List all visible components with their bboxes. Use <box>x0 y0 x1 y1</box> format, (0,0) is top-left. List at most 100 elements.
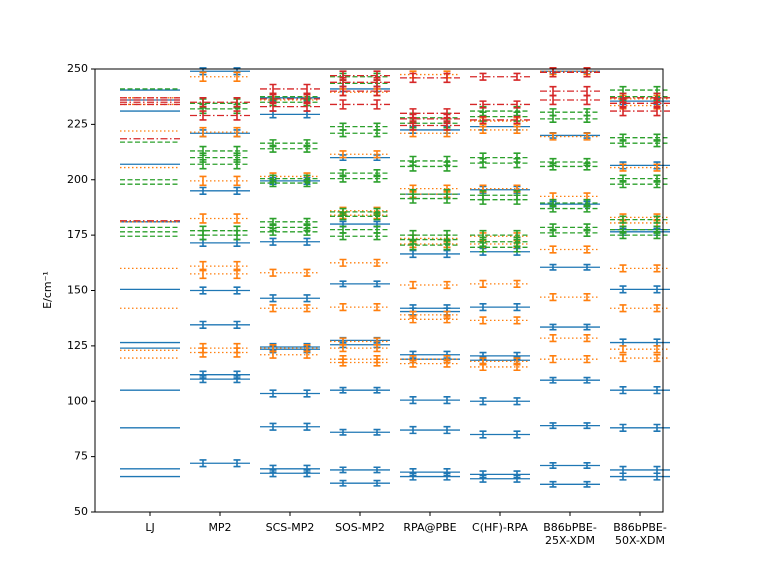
error-bar <box>549 462 557 469</box>
error-bar <box>303 139 311 148</box>
error-bar <box>549 192 557 201</box>
error-bar <box>583 462 591 469</box>
error-bar <box>443 310 451 319</box>
error-bar <box>339 355 347 364</box>
error-bar <box>479 152 487 163</box>
error-bar <box>269 237 277 246</box>
error-bar <box>269 464 277 473</box>
error-bar <box>479 470 487 479</box>
error-bar <box>549 376 557 384</box>
error-bar <box>373 122 381 131</box>
error-bar <box>303 389 311 398</box>
error-bar <box>199 145 207 157</box>
error-bar <box>443 108 451 119</box>
error-bar <box>303 294 311 303</box>
error-bar <box>513 279 521 288</box>
error-bar <box>269 83 277 95</box>
error-bar <box>549 157 557 167</box>
error-bar <box>583 245 591 254</box>
error-bar <box>339 280 347 288</box>
y-tick-label: 225 <box>67 117 88 130</box>
error-bar <box>409 280 417 290</box>
error-bar <box>513 100 521 109</box>
error-bar <box>653 353 661 363</box>
error-bar <box>409 188 417 200</box>
error-bar <box>409 425 417 435</box>
error-bar <box>233 145 241 157</box>
y-tick-label: 75 <box>74 450 88 463</box>
error-bar <box>619 386 627 395</box>
error-bar <box>373 150 381 159</box>
error-bar <box>199 286 207 295</box>
error-bar <box>339 428 347 436</box>
error-bar <box>583 223 591 232</box>
error-bar <box>269 389 277 398</box>
error-bar <box>233 110 241 121</box>
error-bar <box>619 353 627 363</box>
error-bar <box>373 70 381 81</box>
error-bar <box>233 96 241 108</box>
error-bar <box>303 464 311 473</box>
error-bar <box>513 302 521 312</box>
error-bar <box>653 133 661 142</box>
error-bar <box>479 115 487 125</box>
error-bar <box>653 215 661 224</box>
error-bar <box>373 337 381 346</box>
error-bar <box>233 175 241 187</box>
error-bar <box>269 268 277 277</box>
error-bar <box>619 423 627 432</box>
error-bar <box>199 320 207 329</box>
error-bar <box>583 480 591 488</box>
y-tick-label: 250 <box>67 62 88 75</box>
error-bar <box>549 293 557 302</box>
plot-frame <box>94 68 664 513</box>
error-bar <box>619 174 627 183</box>
error-bar <box>479 72 487 81</box>
error-bar <box>619 345 627 354</box>
error-bar <box>233 342 241 354</box>
x-tick-label: B86bPBE- 25X-XDM <box>543 521 597 547</box>
error-bar <box>583 376 591 384</box>
error-bar <box>233 286 241 295</box>
error-bar <box>409 310 417 319</box>
error-bar <box>513 115 521 125</box>
error-bar <box>199 260 207 272</box>
error-bar <box>373 99 381 110</box>
error-bar <box>619 304 627 313</box>
y-tick-label: 50 <box>74 505 88 518</box>
error-bar <box>619 92 627 104</box>
error-bar <box>269 304 277 313</box>
error-bar <box>549 85 557 97</box>
error-bar <box>303 174 311 183</box>
error-bar <box>339 386 347 394</box>
error-bar <box>513 357 521 366</box>
error-bar <box>269 174 277 183</box>
error-bar <box>513 152 521 163</box>
y-tick-label: 100 <box>67 394 88 407</box>
error-bar <box>443 468 451 477</box>
error-bar <box>653 345 661 354</box>
y-axis-label: E/cm⁻¹ <box>41 271 54 309</box>
error-bar <box>339 479 347 487</box>
error-bar <box>653 163 661 172</box>
error-bar <box>583 293 591 302</box>
error-bar <box>339 337 347 346</box>
error-bar <box>199 186 207 195</box>
x-tick-label: MP2 <box>208 521 232 534</box>
error-bar <box>443 280 451 290</box>
error-bar <box>233 320 241 329</box>
error-bar <box>479 302 487 312</box>
error-bar <box>653 304 661 313</box>
error-bar <box>443 425 451 435</box>
error-bar <box>549 132 557 141</box>
error-bar <box>409 72 417 84</box>
error-bar <box>619 285 627 294</box>
error-bar <box>549 263 557 271</box>
error-bar <box>373 355 381 364</box>
error-bar <box>303 422 311 431</box>
error-bar <box>653 386 661 395</box>
error-bar <box>443 249 451 259</box>
error-bar <box>549 422 557 430</box>
error-bar <box>409 108 417 119</box>
